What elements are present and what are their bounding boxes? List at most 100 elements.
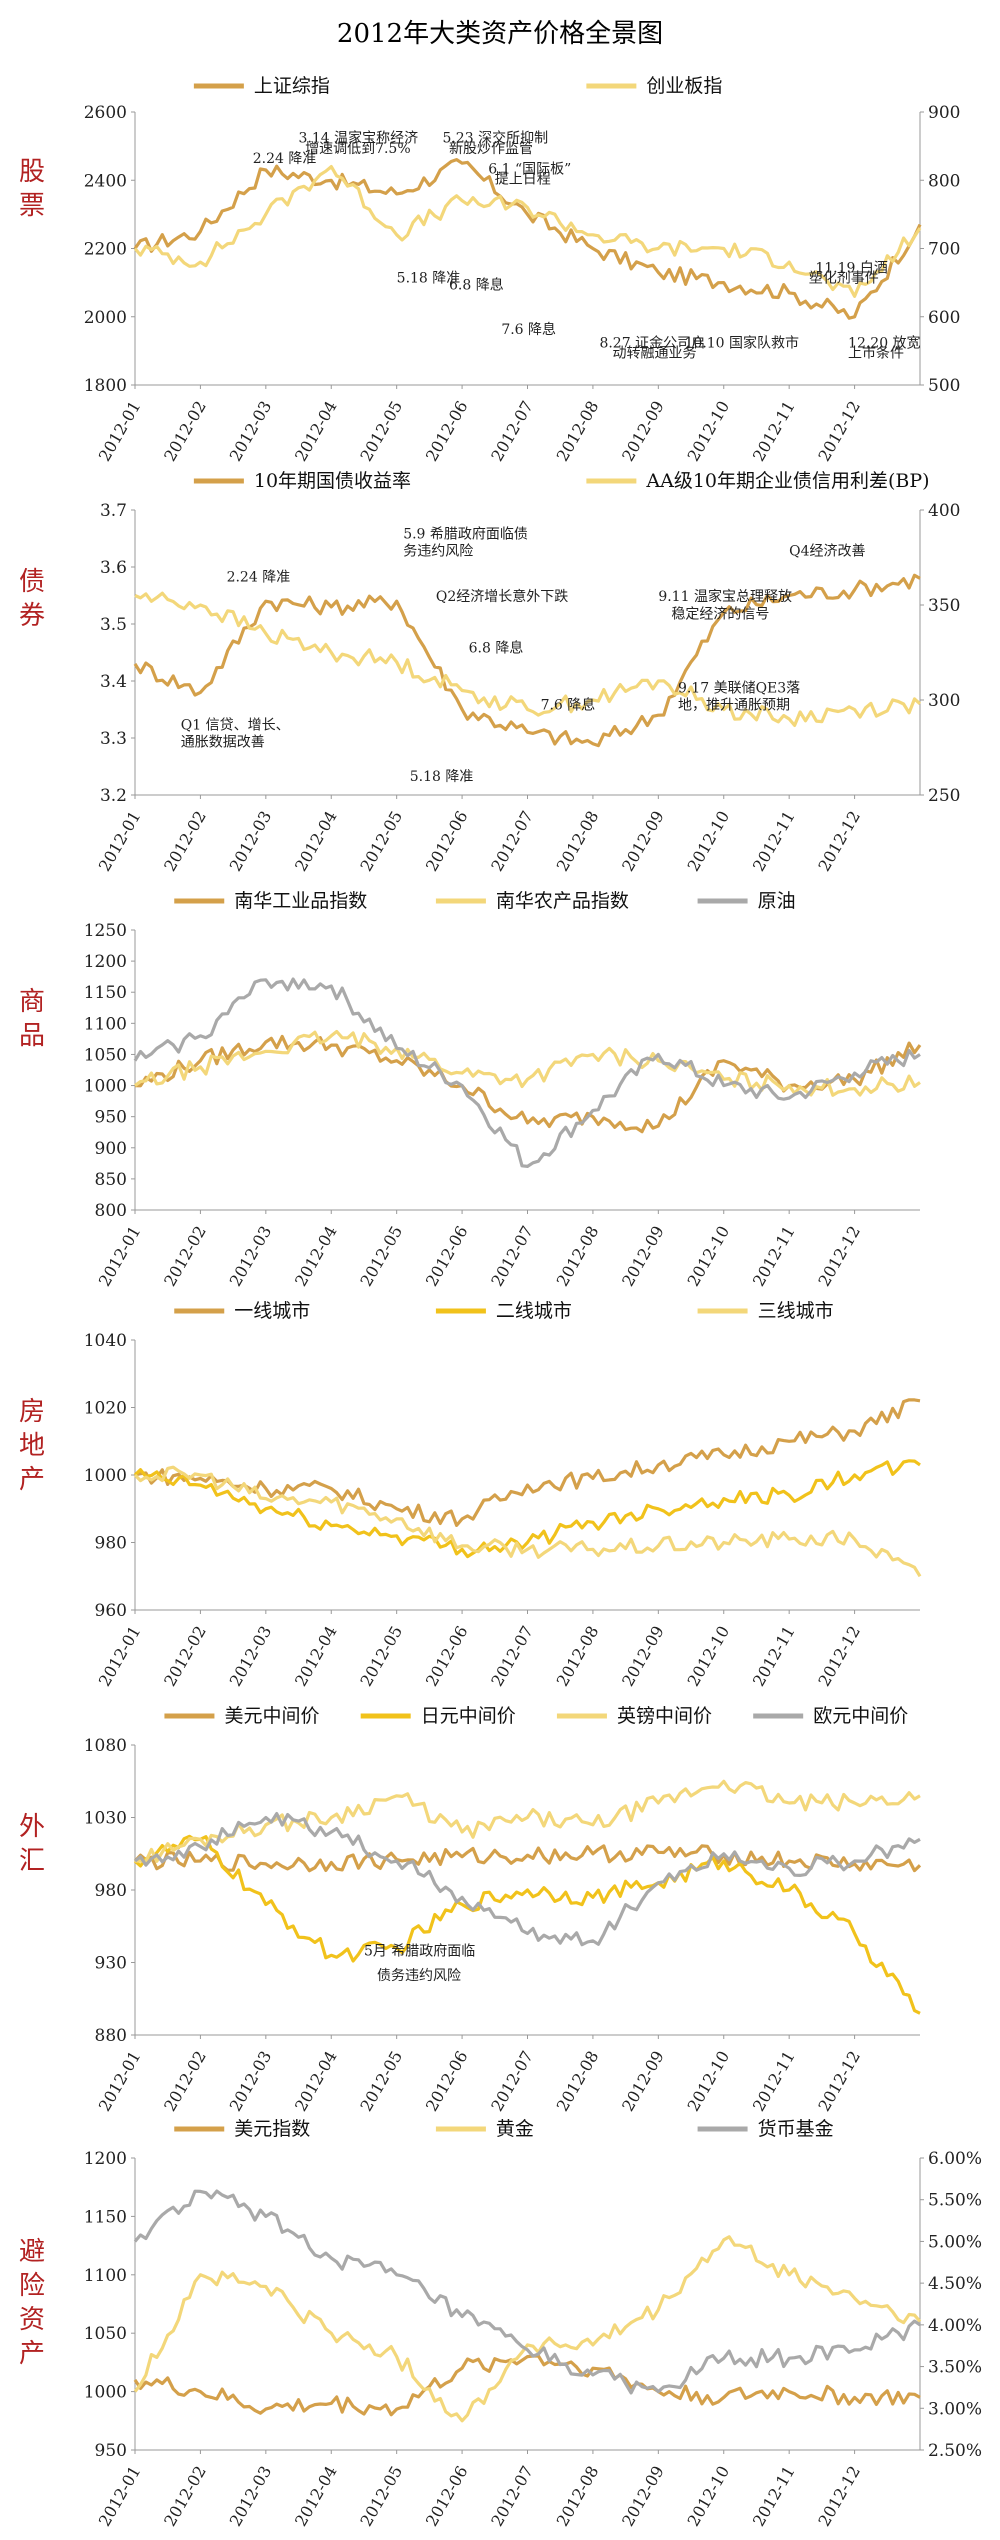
annotation-text: 11.19 白酒 bbox=[815, 260, 888, 276]
x-tick-label: 2012-01 bbox=[95, 2048, 145, 2115]
y-tick-label: 1000 bbox=[84, 2383, 127, 2403]
x-tick-label: 2012-09 bbox=[618, 1623, 668, 1690]
x-tick-label: 2012-08 bbox=[553, 1223, 603, 1290]
section-label-char: 品 bbox=[19, 1021, 45, 1051]
y2-tick-label: 5.00% bbox=[928, 2232, 982, 2252]
series-line bbox=[133, 1459, 921, 1559]
y-tick-label: 3.4 bbox=[100, 672, 127, 692]
section-label-char: 商 bbox=[19, 987, 45, 1017]
annotation-text: 5.9 希腊政府面临债 bbox=[403, 527, 528, 543]
series-line bbox=[133, 158, 922, 320]
annotation-text: Q4经济改善 bbox=[789, 544, 865, 560]
legend-label: 日元中间价 bbox=[421, 1705, 516, 1727]
annotation-text: 8.27 证金公司启 bbox=[599, 335, 705, 351]
y-tick-label: 3.6 bbox=[100, 558, 127, 578]
y-tick-label: 1020 bbox=[84, 1399, 127, 1419]
x-tick-label: 2012-09 bbox=[618, 2463, 668, 2530]
chart-panel-3: 商品 800 850 900 950 1000 1050 1100 1150 1200 1250 20… bbox=[19, 890, 922, 1290]
section-label-char: 债 bbox=[19, 567, 45, 597]
x-tick-label: 2012-02 bbox=[160, 1223, 210, 1290]
y-tick-label: 2000 bbox=[84, 308, 127, 328]
y-tick-label: 1150 bbox=[84, 2207, 127, 2227]
annotation-text: 提上日程 bbox=[495, 172, 551, 188]
series-line bbox=[133, 165, 922, 298]
annotation-text: 塑化剂事件 bbox=[809, 271, 879, 287]
chart-panel-2: 债券 3.2 3.3 3.4 3.5 3.6 3.7 250 300 350 400 2012-01 2… bbox=[19, 470, 960, 875]
annotation-text: 5月 希腊政府面临 bbox=[364, 1943, 475, 1959]
y-tick-label: 980 bbox=[95, 1881, 127, 1901]
series-line bbox=[133, 1834, 921, 2015]
legend-label: 欧元中间价 bbox=[813, 1705, 908, 1727]
x-tick-label: 2012-02 bbox=[160, 2463, 210, 2530]
legend-label: 南华农产品指数 bbox=[496, 890, 629, 912]
legend-label: 南华工业品指数 bbox=[234, 890, 367, 912]
x-tick-label: 2012-08 bbox=[553, 808, 603, 875]
annotation-text: 5.18 降准 bbox=[410, 769, 474, 785]
legend-label: 货币基金 bbox=[758, 2118, 834, 2140]
x-tick-label: 2012-10 bbox=[684, 2048, 734, 2115]
x-tick-label: 2012-11 bbox=[749, 2048, 799, 2115]
x-tick-label: 2012-12 bbox=[814, 1223, 864, 1290]
y-tick-label: 960 bbox=[95, 1601, 127, 1621]
legend-label: 美元中间价 bbox=[224, 1705, 319, 1727]
y2-tick-label: 300 bbox=[928, 691, 960, 711]
annotation-text: 新股炒作监管 bbox=[449, 141, 533, 157]
legend-label: 原油 bbox=[758, 890, 796, 912]
y-tick-label: 1080 bbox=[84, 1736, 127, 1756]
annotation-text: 9.11 温家宝总理释放 bbox=[658, 588, 792, 605]
x-tick-label: 2012-02 bbox=[160, 808, 210, 875]
annotation-text: 6.8 降息 bbox=[449, 276, 504, 293]
y-tick-label: 980 bbox=[95, 1534, 127, 1554]
annotation-text: 5.18 降准 bbox=[397, 271, 461, 287]
x-tick-label: 2012-02 bbox=[160, 398, 210, 465]
x-tick-label: 2012-10 bbox=[684, 1623, 734, 1690]
x-tick-label: 2012-04 bbox=[291, 398, 341, 465]
x-tick-label: 2012-07 bbox=[487, 1623, 537, 1690]
y-tick-label: 1150 bbox=[84, 983, 127, 1003]
y-tick-label: 1040 bbox=[84, 1331, 127, 1351]
x-tick-label: 2012-04 bbox=[291, 2463, 341, 2530]
annotation-text: Q1 信贷、增长、 bbox=[181, 717, 290, 733]
annotation-text: 3.14 温家宝称经济 bbox=[299, 130, 419, 147]
x-tick-label: 2012-05 bbox=[356, 2048, 406, 2115]
x-tick-label: 2012-02 bbox=[160, 2048, 210, 2115]
x-tick-label: 2012-01 bbox=[95, 398, 145, 465]
x-tick-label: 2012-07 bbox=[487, 2463, 537, 2530]
page-title: 2012年大类资产价格全景图 bbox=[337, 19, 663, 49]
y-tick-label: 950 bbox=[95, 1108, 127, 1128]
x-tick-label: 2012-11 bbox=[749, 1223, 799, 1290]
x-tick-label: 2012-09 bbox=[618, 1223, 668, 1290]
x-tick-label: 2012-12 bbox=[814, 398, 864, 465]
y2-tick-label: 5.50% bbox=[928, 2191, 982, 2211]
y-tick-label: 850 bbox=[95, 1170, 127, 1190]
annotation-text: 2.24 降准 bbox=[253, 151, 317, 167]
x-tick-label: 2012-08 bbox=[553, 1623, 603, 1690]
legend-label: 美元指数 bbox=[234, 2118, 310, 2140]
x-tick-label: 2012-10 bbox=[684, 2463, 734, 2530]
section-label-char: 外 bbox=[19, 1812, 45, 1842]
x-tick-label: 2012-01 bbox=[95, 808, 145, 875]
section-label-char: 汇 bbox=[19, 1846, 45, 1876]
section-label-char: 避 bbox=[19, 2237, 45, 2267]
x-tick-label: 2012-04 bbox=[291, 2048, 341, 2115]
annotation-text: 6.8 降息 bbox=[469, 640, 524, 657]
annotation-text: 2.24 降准 bbox=[227, 569, 291, 585]
annotation-text: 5.23 深交所抑制 bbox=[442, 130, 548, 147]
x-tick-label: 2012-06 bbox=[422, 1223, 472, 1290]
x-tick-label: 2012-08 bbox=[553, 2463, 603, 2530]
y-tick-label: 1800 bbox=[84, 376, 127, 396]
x-tick-label: 2012-09 bbox=[618, 398, 668, 465]
y-tick-label: 2600 bbox=[84, 103, 127, 123]
x-tick-label: 2012-03 bbox=[226, 808, 276, 875]
y2-tick-label: 2.50% bbox=[928, 2441, 982, 2461]
x-tick-label: 2012-12 bbox=[814, 808, 864, 875]
legend-label: 二线城市 bbox=[496, 1300, 572, 1322]
x-tick-label: 2012-12 bbox=[814, 2463, 864, 2530]
y-tick-label: 3.7 bbox=[100, 501, 127, 521]
x-tick-label: 2012-01 bbox=[95, 1623, 145, 1690]
legend-label: 英镑中间价 bbox=[617, 1705, 712, 1727]
y2-tick-label: 4.00% bbox=[928, 2316, 982, 2336]
annotation-text: 通胀数据改善 bbox=[181, 735, 265, 751]
y2-tick-label: 250 bbox=[928, 786, 960, 806]
